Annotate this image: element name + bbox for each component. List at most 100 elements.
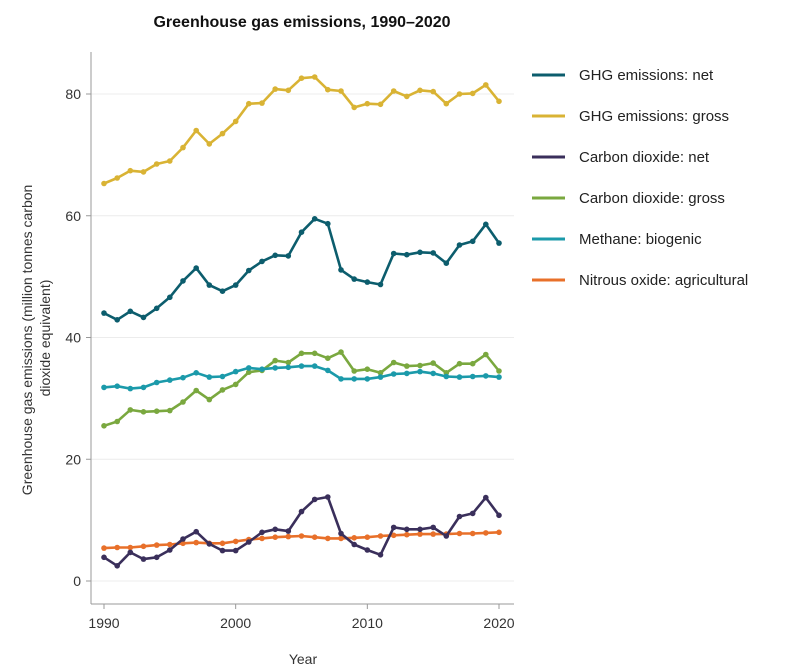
data-point <box>417 249 423 256</box>
data-point <box>259 100 265 106</box>
series-1 <box>101 74 502 187</box>
data-point <box>153 542 160 548</box>
data-point <box>101 554 107 561</box>
data-point <box>390 359 397 366</box>
data-point <box>456 530 463 537</box>
data-point <box>325 220 331 227</box>
data-point <box>443 533 450 539</box>
series-0 <box>101 216 502 323</box>
data-point <box>351 535 358 541</box>
data-point <box>325 494 331 500</box>
series-3 <box>101 349 502 429</box>
data-point <box>167 158 173 164</box>
data-point <box>483 530 489 536</box>
data-point <box>430 88 437 95</box>
data-point <box>404 93 410 100</box>
data-point <box>272 86 279 92</box>
series-4 <box>101 363 502 392</box>
data-point <box>232 368 239 375</box>
legend: GHG emissions: net GHG emissions: gross Ca… <box>532 67 748 289</box>
data-point <box>404 526 410 533</box>
data-point <box>364 547 371 553</box>
data-point <box>127 385 134 392</box>
grid-lines <box>91 93 514 582</box>
x-tick-label: 2000 <box>220 615 251 631</box>
y-axis-label: Greenhouse gas emissions (million tonnes… <box>19 181 53 495</box>
data-point <box>377 370 384 376</box>
data-point <box>272 365 279 371</box>
series-line <box>103 495 501 568</box>
data-point <box>364 534 371 540</box>
data-point <box>298 508 305 515</box>
legend-item: Methane: biogenic <box>532 231 702 248</box>
data-point <box>483 494 489 501</box>
data-point <box>311 350 318 357</box>
data-point <box>390 88 397 94</box>
y-tick-label: 40 <box>65 330 81 346</box>
data-point <box>483 82 489 88</box>
data-point <box>430 531 437 537</box>
data-point <box>259 535 265 542</box>
data-point <box>127 308 134 315</box>
data-point <box>496 240 502 246</box>
data-point <box>219 387 226 393</box>
x-tick-label: 1990 <box>88 615 119 631</box>
data-point <box>127 544 134 551</box>
data-point <box>298 229 305 235</box>
data-point <box>311 216 318 222</box>
data-point <box>140 314 147 321</box>
legend-item: GHG emissions: gross <box>532 108 729 125</box>
data-point <box>272 252 279 259</box>
data-point <box>246 539 252 545</box>
y-tick-label: 20 <box>65 451 81 467</box>
data-point <box>206 374 213 380</box>
data-point <box>496 374 502 380</box>
data-point <box>140 409 147 415</box>
data-point <box>232 381 239 388</box>
data-point <box>404 251 410 258</box>
data-point <box>430 250 437 256</box>
data-point <box>219 547 226 554</box>
legend-item: Carbon dioxide: net <box>532 149 710 166</box>
data-point <box>219 540 226 547</box>
data-point <box>285 253 292 259</box>
data-point <box>469 373 476 380</box>
data-point <box>338 88 344 94</box>
data-point <box>298 350 305 357</box>
data-point <box>311 496 318 503</box>
data-point <box>404 370 410 377</box>
data-point <box>456 360 463 367</box>
data-point <box>285 528 292 534</box>
data-point <box>404 531 410 538</box>
legend-label: GHG emissions: net <box>579 67 714 84</box>
data-point <box>114 544 120 551</box>
data-point <box>101 545 107 551</box>
data-point <box>246 365 252 371</box>
data-point <box>456 242 463 248</box>
data-point <box>167 294 173 301</box>
data-point <box>153 305 160 312</box>
data-point <box>232 547 239 554</box>
data-point <box>127 549 134 556</box>
data-point <box>259 529 265 536</box>
data-point <box>272 526 279 533</box>
data-point <box>101 384 107 391</box>
data-point <box>259 258 265 265</box>
x-axis-label: Year <box>289 651 318 667</box>
data-point <box>443 373 450 380</box>
data-point <box>127 407 134 413</box>
data-point <box>298 75 305 81</box>
data-point <box>338 267 344 273</box>
data-point <box>272 357 279 364</box>
y-axis-label-line-1: Greenhouse gas emissions (million tonnes… <box>19 185 35 496</box>
data-point <box>338 535 344 542</box>
data-point <box>298 533 305 539</box>
data-point <box>153 379 160 386</box>
data-point <box>114 418 120 425</box>
data-point <box>232 118 239 125</box>
legend-label: Carbon dioxide: gross <box>579 190 725 207</box>
data-point <box>364 376 371 382</box>
data-point <box>417 368 423 375</box>
data-point <box>167 407 173 414</box>
data-point <box>206 141 213 147</box>
